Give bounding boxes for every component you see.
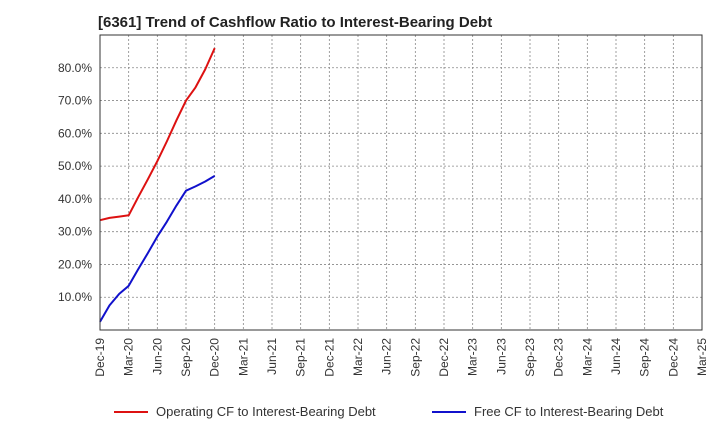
grid	[100, 35, 702, 330]
legend-swatch-free-cf	[432, 410, 466, 413]
x-tick-label: Mar-21	[236, 338, 250, 376]
y-axis-ticks: 10.0% 20.0% 30.0% 40.0% 50.0% 60.0% 70.0% 80.0%	[58, 61, 92, 304]
x-tick-label: Jun-22	[380, 338, 394, 375]
plot-frame	[99, 34, 703, 331]
y-tick-label: 70.0%	[58, 94, 92, 108]
x-tick-label: Mar-20	[122, 338, 136, 376]
x-axis-ticks: Dec-19 Mar-20 Jun-20 Sep-20 Dec-20 Mar-21 Jun-…	[93, 338, 709, 377]
x-tick-label: Mar-25	[695, 338, 709, 376]
x-tick-label: Dec-19	[93, 338, 107, 377]
y-tick-label: 80.0%	[58, 61, 92, 75]
y-tick-label: 10.0%	[58, 290, 92, 304]
legend: Operating CF to Interest-Bearing Debt Fr…	[0, 404, 720, 426]
y-tick-label: 60.0%	[58, 126, 92, 140]
y-tick-label: 50.0%	[58, 159, 92, 173]
series-line-operating-cf	[99, 47, 216, 222]
series-line-free-cf	[99, 175, 216, 323]
x-tick-label: Sep-23	[523, 338, 537, 377]
x-tick-label: Jun-24	[609, 338, 623, 375]
y-tick-label: 40.0%	[58, 192, 92, 206]
x-tick-label: Sep-21	[294, 338, 308, 377]
x-tick-label: Dec-21	[322, 338, 336, 377]
x-tick-label: Sep-22	[408, 338, 422, 377]
legend-label-operating-cf: Operating CF to Interest-Bearing Debt	[156, 404, 376, 419]
legend-label-free-cf: Free CF to Interest-Bearing Debt	[474, 404, 664, 419]
x-tick-label: Sep-20	[179, 338, 193, 377]
x-tick-label: Jun-21	[265, 338, 279, 375]
x-tick-label: Jun-23	[494, 338, 508, 375]
y-tick-label: 20.0%	[58, 257, 92, 271]
x-tick-label: Dec-24	[666, 338, 680, 377]
series-lines	[99, 47, 216, 323]
legend-item-operating-cf: Operating CF to Interest-Bearing Debt	[114, 404, 376, 419]
x-tick-label: Mar-24	[580, 338, 594, 376]
chart-title: [6361] Trend of Cashflow Ratio to Intere…	[98, 14, 493, 31]
legend-swatch-operating-cf	[114, 410, 148, 413]
x-tick-label: Dec-23	[552, 338, 566, 377]
legend-item-free-cf: Free CF to Interest-Bearing Debt	[432, 404, 663, 419]
x-tick-label: Sep-24	[638, 338, 652, 377]
x-tick-label: Jun-20	[150, 338, 164, 375]
x-tick-label: Mar-22	[351, 338, 365, 376]
x-tick-label: Mar-23	[466, 338, 480, 376]
x-tick-label: Dec-22	[437, 338, 451, 377]
x-tick-label: Dec-20	[208, 338, 222, 377]
y-tick-label: 30.0%	[58, 225, 92, 239]
